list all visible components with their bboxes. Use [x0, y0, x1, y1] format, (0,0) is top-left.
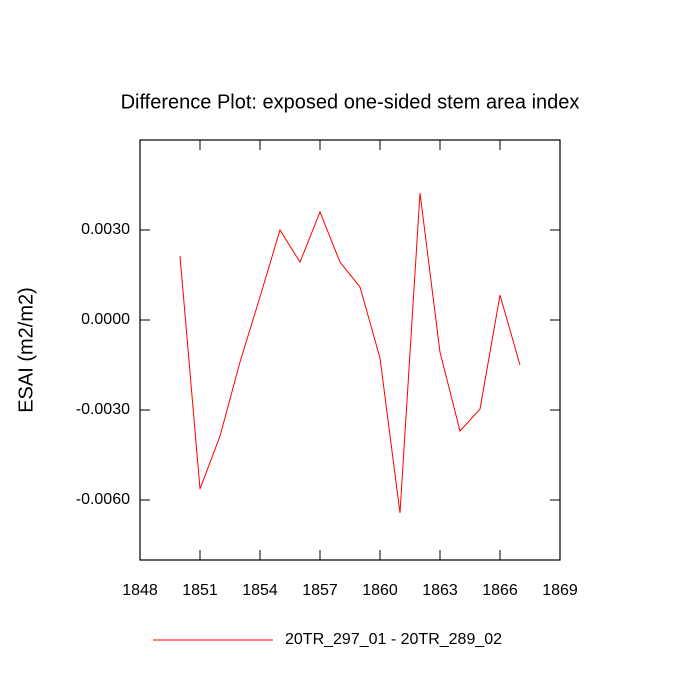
x-tick-label: 1866 — [482, 582, 518, 599]
plot-frame — [139, 139, 561, 561]
x-tick-label: 1848 — [122, 582, 158, 599]
legend-label: 20TR_297_01 - 20TR_289_02 — [285, 631, 502, 648]
x-tick-label: 1863 — [422, 582, 458, 599]
x-tick-label: 1851 — [182, 582, 218, 599]
data-line — [179, 193, 521, 513]
x-tick-label: 1860 — [362, 582, 398, 599]
chart-title: Difference Plot: exposed one-sided stem … — [121, 91, 580, 113]
y-tick-label: 0.0000 — [81, 311, 130, 328]
y-tick-label: -0.0030 — [76, 401, 130, 418]
x-tick-label: 1854 — [242, 582, 278, 599]
y-tick-label: 0.0030 — [81, 221, 130, 238]
x-tick-label: 1869 — [542, 582, 578, 599]
x-tick-label: 1857 — [302, 582, 338, 599]
y-tick-label: -0.0060 — [76, 491, 130, 508]
y-axis-label: ESAI (m2/m2) — [15, 287, 37, 413]
